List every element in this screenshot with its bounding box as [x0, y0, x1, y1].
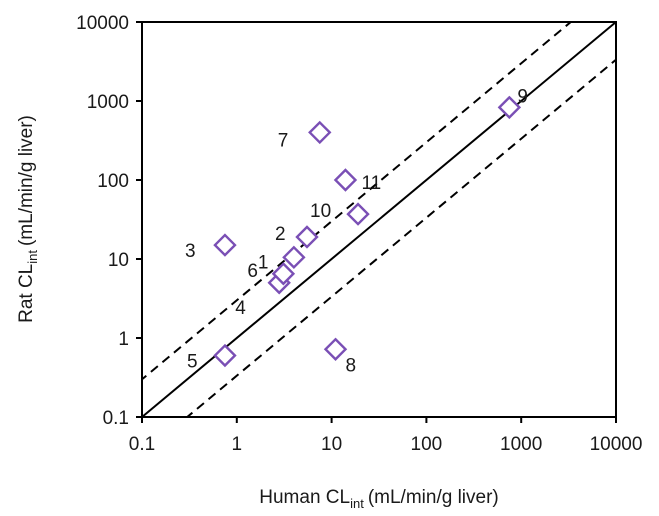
- data-point-8: [323, 337, 348, 361]
- x-axis-title: Human CLint (mL/min/g liver): [259, 487, 498, 511]
- y-axis-title-unit: (mL/min/g liver): [16, 115, 37, 246]
- plot-frame: [141, 21, 617, 418]
- y-tick-label: 100: [97, 171, 129, 192]
- data-point-10: [346, 202, 370, 226]
- data-point-6: [271, 262, 296, 286]
- y-tick-label: 1: [118, 329, 129, 350]
- y-axis-title-main: Rat CL: [16, 264, 37, 323]
- point-label-11: 11: [361, 173, 381, 194]
- data-point-11: [333, 168, 358, 192]
- data-point-2: [295, 225, 319, 249]
- data-point-9: [497, 95, 522, 120]
- y-tick-label: 10: [108, 250, 129, 271]
- x-tick-label: 1: [232, 434, 243, 455]
- axis-ticks: 0.1 1 10 100 1000 10000 0.1 1 10 100 1000 10000: [76, 13, 642, 455]
- x-tick-label: 0.1: [129, 434, 155, 455]
- point-label-10: 10: [310, 201, 331, 222]
- data-point-7: [308, 120, 332, 145]
- x-axis-title-main: Human CL: [259, 487, 350, 508]
- point-label-2: 2: [275, 224, 286, 245]
- point-label-1: 1: [258, 252, 269, 273]
- data-point-3: [213, 233, 237, 257]
- fold-error-line-1: [142, 22, 573, 381]
- data-point-5: [213, 343, 237, 368]
- data-points: [213, 95, 522, 368]
- y-tick-label: 10000: [76, 13, 129, 34]
- x-axis-title-unit: (mL/min/g liver): [368, 487, 499, 508]
- x-tick-label: 10: [321, 434, 342, 455]
- x-tick-label: 10000: [590, 434, 643, 455]
- identity-line: [142, 22, 616, 417]
- point-label-5: 5: [187, 352, 198, 373]
- x-tick-label: 1000: [500, 434, 542, 455]
- point-label-3: 3: [185, 241, 196, 262]
- point-label-9: 9: [517, 86, 528, 107]
- reference-lines: [142, 22, 616, 417]
- point-label-7: 7: [278, 130, 289, 151]
- point-label-6: 6: [247, 261, 258, 282]
- point-label-8: 8: [346, 355, 357, 376]
- x-tick-label: 100: [411, 434, 443, 455]
- x-axis-title-subscript: int: [350, 496, 364, 511]
- y-axis-title-subscript: int: [25, 250, 40, 264]
- y-tick-label: 0.1: [103, 408, 129, 429]
- y-axis-title: Rat CLint (mL/min/g liver): [16, 115, 40, 323]
- point-labels: 12 3 4 5 6 7 8 9 10 11: [185, 86, 528, 376]
- y-tick-label: 1000: [87, 92, 129, 113]
- data-point-1: [282, 245, 306, 270]
- point-label-4: 4: [235, 298, 246, 319]
